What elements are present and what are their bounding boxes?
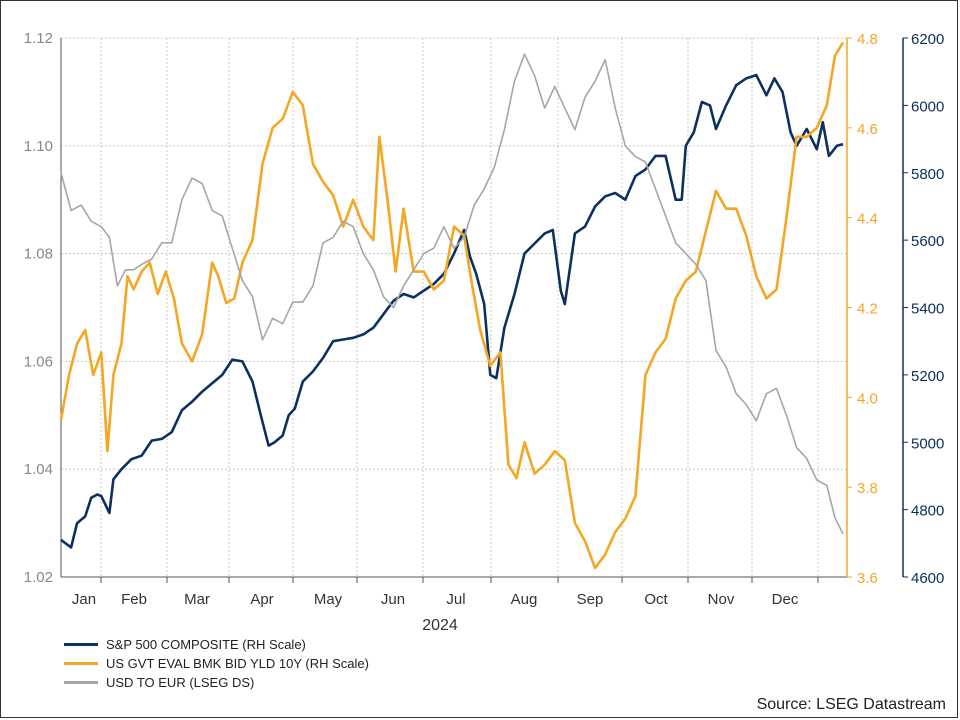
legend-label-usdeur: USD TO EUR (LSEG DS) (106, 675, 255, 690)
right-inner-tick-label: 4.8 (857, 31, 878, 48)
right-outer-tick-label: 5400 (911, 301, 944, 318)
right-inner-tick-label: 3.6 (857, 570, 878, 587)
right-inner-tick-label: 4.0 (857, 390, 878, 407)
series-line-usdeur (60, 53, 844, 535)
x-tick-label: Apr (250, 591, 273, 608)
x-tick-label: Nov (708, 591, 735, 608)
right-outer-tick-label: 5600 (911, 233, 944, 250)
source-note: Source: LSEG Datastream (756, 696, 946, 713)
legend-swatch-sp500 (64, 643, 98, 646)
left-tick-label: 1.12 (24, 30, 53, 47)
right-outer-tick-label: 4600 (911, 570, 944, 587)
x-tick-label: Aug (511, 591, 538, 608)
series-line-sp500 (60, 73, 844, 549)
right-inner-tick-label: 4.6 (857, 121, 878, 138)
legend-item-sp500: S&P 500 COMPOSITE (RH Scale) (64, 635, 369, 654)
right-outer-tick-label: 5200 (911, 368, 944, 385)
x-tick-label: Jul (446, 591, 465, 608)
left-tick-label: 1.08 (24, 246, 53, 263)
right-outer-tick-label: 4800 (911, 503, 944, 520)
series-line-us10y (59, 41, 845, 570)
legend-label-us10y: US GVT EVAL BMK BID YLD 10Y (RH Scale) (106, 656, 369, 671)
legend-swatch-us10y (64, 662, 98, 665)
chart-legend: S&P 500 COMPOSITE (RH Scale) US GVT EVAL… (64, 635, 369, 692)
right-inner-tick-label: 3.8 (857, 480, 878, 497)
x-tick-label: May (314, 591, 343, 608)
right-inner-tick-label: 4.2 (857, 301, 878, 318)
legend-label-sp500: S&P 500 COMPOSITE (RH Scale) (106, 637, 306, 652)
legend-item-usdeur: USD TO EUR (LSEG DS) (64, 673, 369, 692)
left-tick-label: 1.06 (24, 353, 53, 370)
x-axis-year-label: 2024 (422, 617, 458, 634)
legend-swatch-usdeur (64, 681, 98, 684)
x-tick-label: Dec (772, 591, 799, 608)
right-inner-tick-label: 4.4 (857, 211, 878, 228)
x-tick-label: Jun (381, 591, 405, 608)
x-tick-label: Oct (644, 591, 668, 608)
left-tick-label: 1.02 (24, 569, 53, 586)
left-tick-label: 1.04 (24, 461, 53, 478)
right-outer-tick-label: 6000 (911, 98, 944, 115)
x-tick-label: Jan (72, 591, 96, 608)
legend-item-us10y: US GVT EVAL BMK BID YLD 10Y (RH Scale) (64, 654, 369, 673)
x-tick-label: Mar (184, 591, 210, 608)
x-tick-label: Feb (121, 591, 147, 608)
right-outer-tick-label: 5000 (911, 435, 944, 452)
x-tick-label: Sep (577, 591, 604, 608)
right-outer-tick-label: 6200 (911, 31, 944, 48)
left-tick-label: 1.10 (24, 138, 53, 155)
plot-area (61, 38, 847, 577)
right-outer-tick-label: 5800 (911, 166, 944, 183)
